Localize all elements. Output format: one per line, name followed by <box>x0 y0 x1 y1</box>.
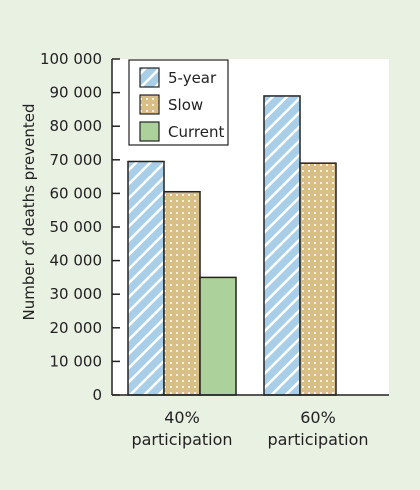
y-tick-label: 50 000 <box>50 218 103 236</box>
legend-label: Current <box>168 123 224 141</box>
x-category-label: 40% <box>164 408 200 427</box>
x-category-label: participation <box>131 430 232 449</box>
axes-layer: 0 10 000 20 000 30 000 40 000 50 000 60 000 70 … <box>40 50 389 449</box>
legend-swatch-slow <box>139 94 160 115</box>
y-tick-label: 10 000 <box>50 352 103 370</box>
y-tick-label: 30 000 <box>50 285 103 303</box>
bar-current-1 <box>199 276 237 396</box>
legend: 5-year Slow Current <box>128 59 229 146</box>
y-tick-label: 80 000 <box>50 117 103 135</box>
legend-label: Slow <box>168 96 203 114</box>
y-tick-label: 70 000 <box>50 151 103 169</box>
bar-5-year-2 <box>263 95 301 396</box>
y-tick-label: 100 000 <box>40 50 102 68</box>
legend-swatch-5-year <box>139 67 160 88</box>
bar-slow-1 <box>163 190 201 396</box>
y-tick-label: 0 <box>92 386 102 404</box>
x-category-label: participation <box>267 430 368 449</box>
y-axis-title: Number of deaths prevented <box>20 104 38 321</box>
legend-label: 5-year <box>168 69 217 87</box>
y-tick-label: 20 000 <box>50 319 103 337</box>
y-tick-label: 60 000 <box>50 184 103 202</box>
x-category-label: 60% <box>300 408 336 427</box>
y-tick-label: 90 000 <box>50 84 103 102</box>
bars-layer <box>127 95 337 396</box>
bar-5-year-1 <box>127 160 165 396</box>
legend-swatch-current <box>139 121 160 142</box>
y-tick-label: 40 000 <box>50 252 103 270</box>
bar-slow-2 <box>299 162 337 396</box>
